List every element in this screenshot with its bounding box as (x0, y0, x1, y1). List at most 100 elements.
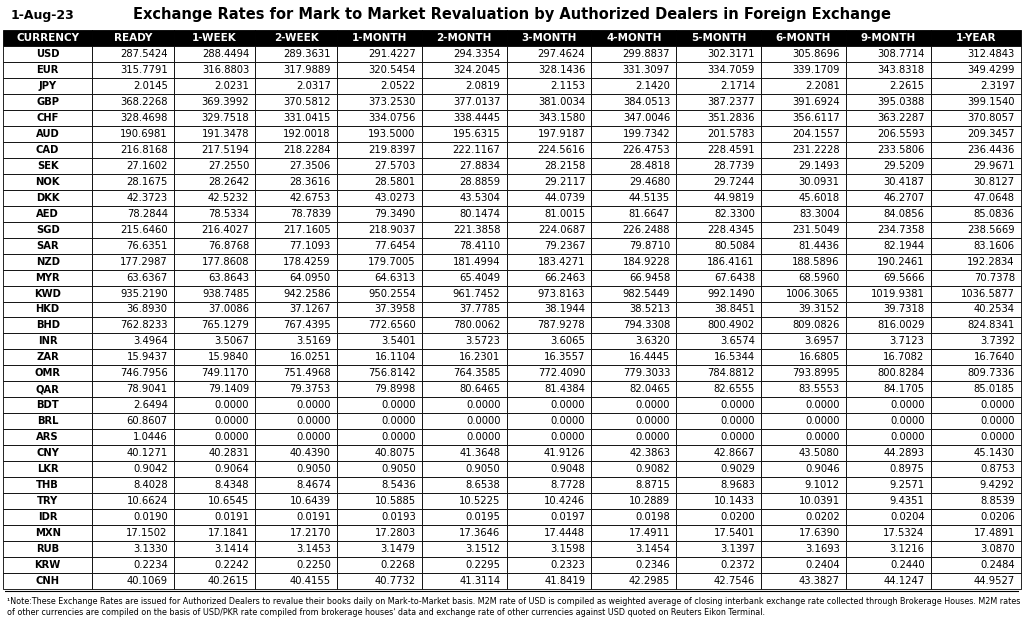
Text: 0.0000: 0.0000 (721, 432, 755, 442)
Bar (337, 413, 422, 429)
Text: 8.6538: 8.6538 (466, 480, 501, 490)
Text: 29.9671: 29.9671 (974, 161, 1015, 171)
Text: 384.0513: 384.0513 (623, 97, 670, 107)
Text: MYR: MYR (36, 272, 60, 283)
Bar (846, 110, 931, 126)
Text: 177.8608: 177.8608 (202, 256, 249, 267)
Bar (3, 254, 92, 270)
Text: 347.0046: 347.0046 (623, 113, 670, 123)
Text: 395.0388: 395.0388 (878, 97, 925, 107)
Bar (846, 477, 931, 493)
Bar (3, 30, 92, 46)
Bar (174, 270, 255, 285)
Bar (931, 557, 1021, 573)
Text: 17.4891: 17.4891 (974, 528, 1015, 538)
Text: LKR: LKR (37, 464, 58, 474)
Text: INR: INR (38, 337, 57, 346)
Bar (931, 365, 1021, 381)
Bar (507, 222, 592, 238)
Text: 8.9683: 8.9683 (720, 480, 755, 490)
Bar (92, 30, 174, 46)
Text: 3.6065: 3.6065 (551, 337, 586, 346)
Text: 0.0000: 0.0000 (890, 432, 925, 442)
Text: 308.7714: 308.7714 (878, 49, 925, 59)
Text: 190.2461: 190.2461 (877, 256, 925, 267)
Bar (846, 285, 931, 301)
Bar (676, 493, 761, 509)
Bar (676, 222, 761, 238)
Text: 8.8715: 8.8715 (635, 480, 670, 490)
Bar (846, 541, 931, 557)
Text: 79.8998: 79.8998 (375, 385, 416, 394)
Bar (337, 381, 422, 397)
Bar (846, 381, 931, 397)
Bar (846, 301, 931, 317)
Text: 391.6924: 391.6924 (793, 97, 840, 107)
Bar (761, 525, 846, 541)
Bar (507, 509, 592, 525)
Text: 343.8318: 343.8318 (878, 65, 925, 75)
Bar (174, 429, 255, 445)
Bar (422, 462, 507, 477)
Text: 0.2295: 0.2295 (466, 560, 501, 570)
Bar (592, 397, 676, 413)
Text: 78.9041: 78.9041 (127, 385, 168, 394)
Text: 217.5194: 217.5194 (202, 145, 249, 154)
Bar (337, 46, 422, 62)
Bar (761, 254, 846, 270)
Text: 0.0202: 0.0202 (805, 512, 840, 522)
Text: 0.0000: 0.0000 (980, 401, 1015, 410)
Bar (3, 301, 92, 317)
Bar (3, 142, 92, 158)
Text: 0.0000: 0.0000 (721, 401, 755, 410)
Text: 192.0018: 192.0018 (284, 129, 331, 139)
Bar (761, 413, 846, 429)
Bar (761, 429, 846, 445)
Bar (846, 46, 931, 62)
Text: 3.6957: 3.6957 (805, 337, 840, 346)
Text: 787.9278: 787.9278 (538, 320, 586, 331)
Bar (3, 413, 92, 429)
Text: 40.4390: 40.4390 (290, 448, 331, 458)
Text: 324.2045: 324.2045 (453, 65, 501, 75)
Bar (592, 190, 676, 206)
Bar (422, 477, 507, 493)
Bar (761, 349, 846, 365)
Text: 0.2484: 0.2484 (980, 560, 1015, 570)
Text: 40.1069: 40.1069 (127, 576, 168, 586)
Text: 0.0000: 0.0000 (466, 432, 501, 442)
Text: 6-MONTH: 6-MONTH (776, 33, 831, 43)
Bar (507, 46, 592, 62)
Bar (337, 573, 422, 589)
Text: 3.5067: 3.5067 (214, 337, 249, 346)
Text: 0.0000: 0.0000 (215, 401, 249, 410)
Text: 349.4299: 349.4299 (968, 65, 1015, 75)
Bar (3, 174, 92, 190)
Bar (255, 78, 337, 94)
Bar (761, 46, 846, 62)
Text: 2.2081: 2.2081 (805, 81, 840, 91)
Text: 793.8995: 793.8995 (793, 369, 840, 378)
Bar (337, 78, 422, 94)
Text: 10.1433: 10.1433 (714, 496, 755, 506)
Bar (422, 254, 507, 270)
Text: 328.1436: 328.1436 (538, 65, 586, 75)
Bar (846, 254, 931, 270)
Bar (422, 46, 507, 62)
Text: 10.6545: 10.6545 (208, 496, 249, 506)
Text: 29.1493: 29.1493 (799, 161, 840, 171)
Bar (174, 254, 255, 270)
Bar (255, 238, 337, 254)
Text: 27.5703: 27.5703 (375, 161, 416, 171)
Text: 81.6647: 81.6647 (629, 209, 670, 219)
Bar (337, 238, 422, 254)
Bar (761, 397, 846, 413)
Text: 16.1104: 16.1104 (375, 353, 416, 362)
Bar (3, 509, 92, 525)
Text: 784.8812: 784.8812 (708, 369, 755, 378)
Bar (3, 429, 92, 445)
Bar (592, 206, 676, 222)
Text: 0.0000: 0.0000 (636, 432, 670, 442)
Text: 45.6018: 45.6018 (799, 193, 840, 203)
Bar (931, 62, 1021, 78)
